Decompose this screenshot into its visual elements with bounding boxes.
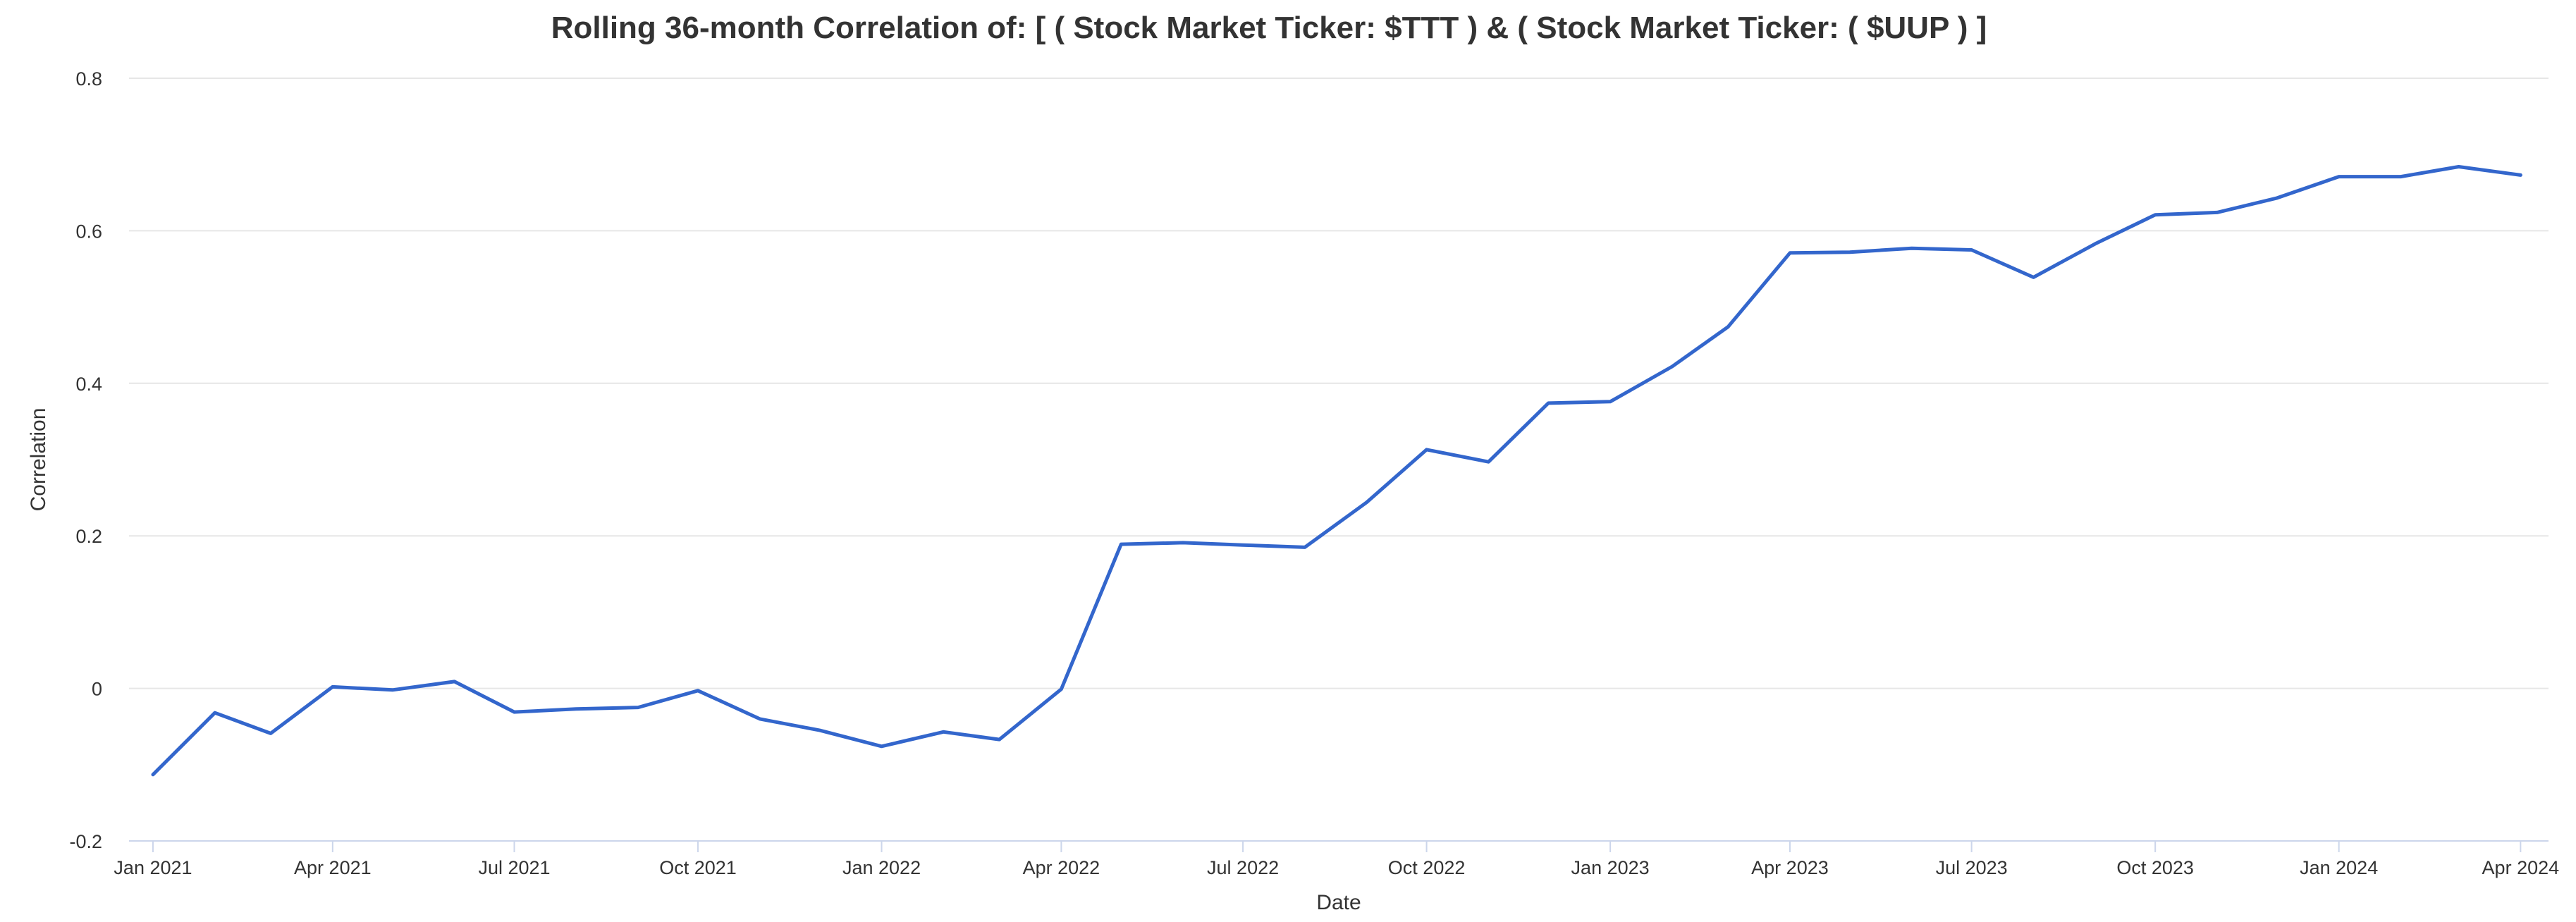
- x-tick-label: Oct 2021: [659, 857, 737, 878]
- x-axis: Jan 2021 Apr 2021 Jul 2021 Oct 2021 Jan 2022…: [114, 840, 2560, 878]
- y-tick-label: 0.4: [75, 374, 102, 395]
- x-tick-label: Jan 2024: [2300, 857, 2378, 878]
- x-tick-label: Jul 2021: [478, 857, 550, 878]
- x-tick-label: Jan 2023: [1571, 857, 1650, 878]
- chart-title: Rolling 36-month Correlation of: [ ( Sto…: [551, 11, 1987, 45]
- y-tick-label: 0.2: [75, 526, 102, 547]
- series-group: [151, 165, 2522, 777]
- x-tick-label: Oct 2022: [1388, 857, 1466, 878]
- x-tick-label: Jan 2022: [842, 857, 921, 878]
- x-tick-label: Jul 2022: [1207, 857, 1279, 878]
- x-axis-label: Date: [1316, 891, 1361, 914]
- x-tick-label: Jul 2023: [1936, 857, 2008, 878]
- x-tick-label: Apr 2024: [2482, 857, 2560, 878]
- y-axis: -0.2 0 0.2 0.4 0.6 0.8: [69, 68, 102, 852]
- x-tick-label: Apr 2021: [294, 857, 372, 878]
- correlation-line: [151, 165, 2522, 777]
- x-tick-label: Jan 2021: [114, 857, 192, 878]
- y-axis-label: Correlation: [27, 408, 50, 512]
- y-tick-label: 0: [92, 679, 102, 700]
- grid-lines: [129, 78, 2549, 689]
- y-tick-label: 0.8: [75, 68, 102, 90]
- x-tick-label: Apr 2022: [1023, 857, 1100, 878]
- x-tick-label: Apr 2023: [1751, 857, 1829, 878]
- y-tick-label: 0.6: [75, 221, 102, 242]
- y-tick-label: -0.2: [69, 831, 102, 852]
- x-tick-label: Oct 2023: [2116, 857, 2194, 878]
